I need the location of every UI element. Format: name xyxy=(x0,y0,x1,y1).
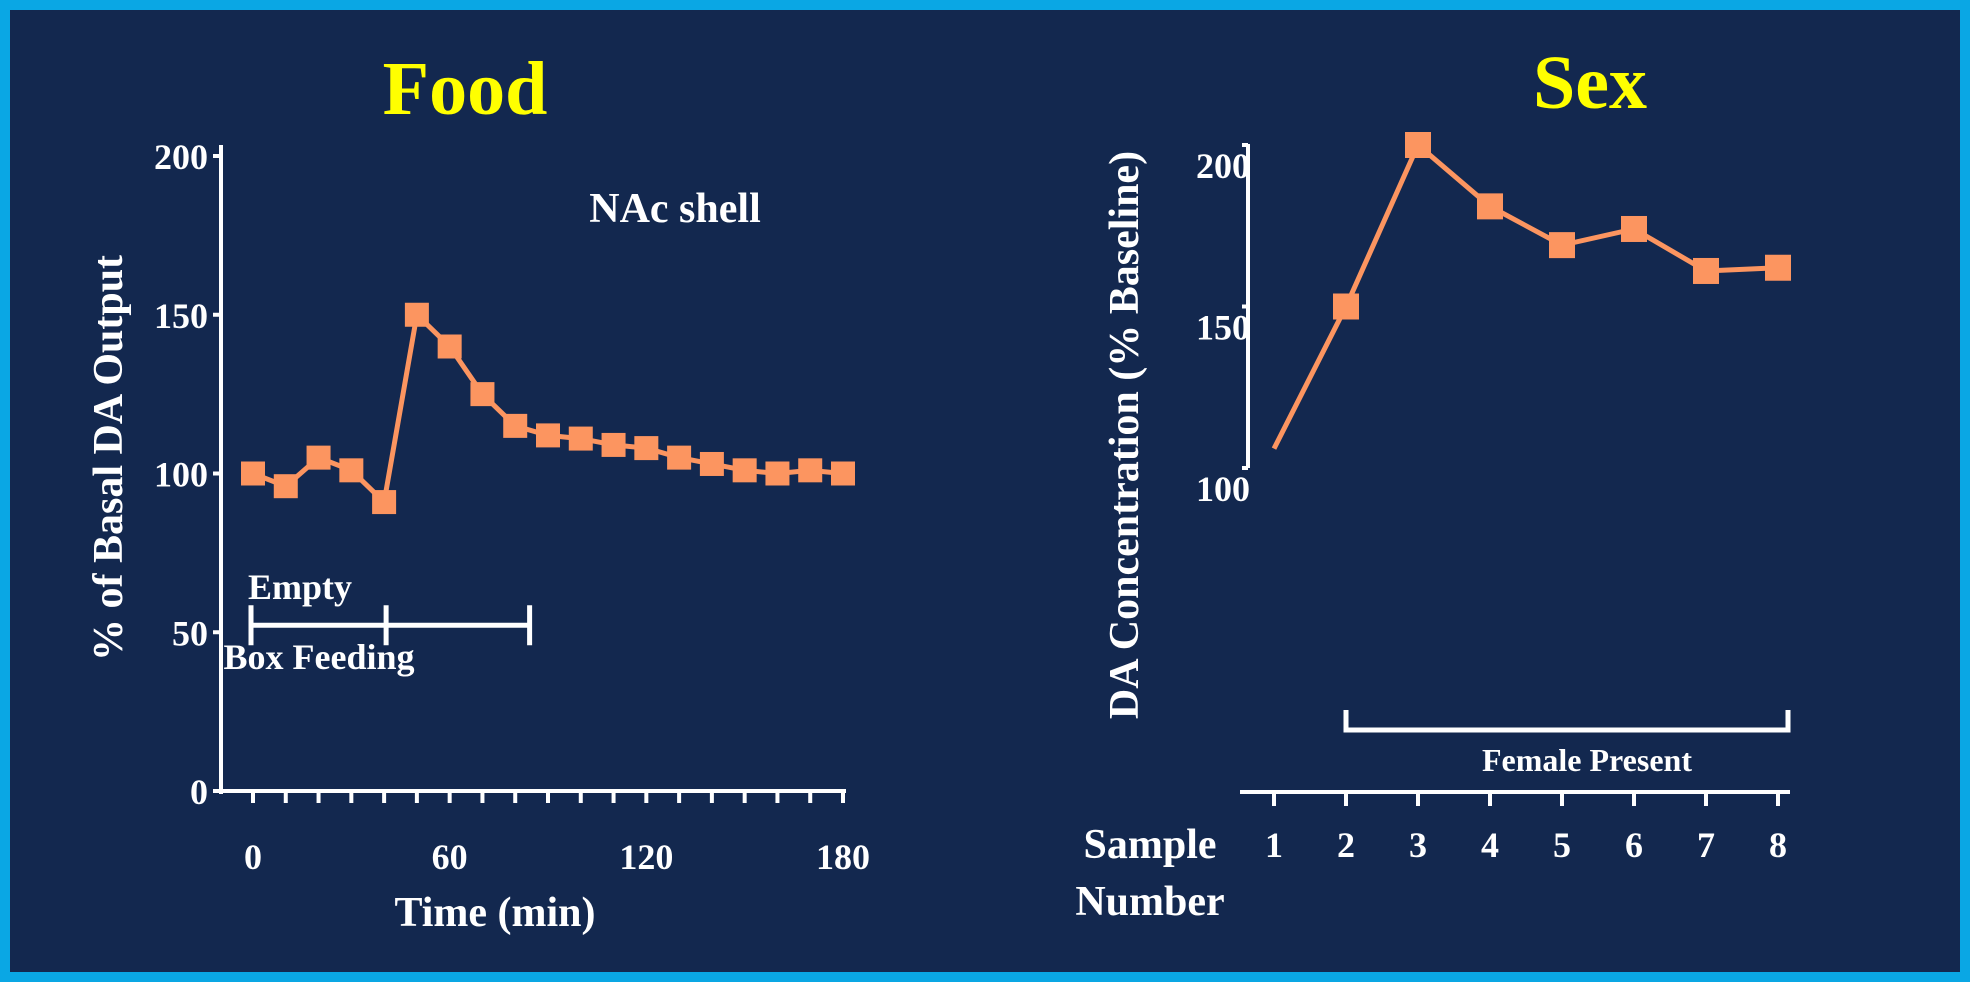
food-data-point xyxy=(536,423,560,448)
sex-data-point xyxy=(1333,293,1359,320)
food-data-point xyxy=(241,461,265,486)
food-phase-bracket xyxy=(248,605,533,646)
sex-x-tick-label: 1 xyxy=(1265,825,1283,865)
food-data-point xyxy=(765,461,790,486)
sex-data-point xyxy=(1477,193,1503,220)
food-x-axis-label: Time (min) xyxy=(394,890,595,936)
sex-x-tick-label: 5 xyxy=(1553,825,1571,865)
sex-x-tick-label: 6 xyxy=(1625,825,1643,865)
sex-chart: Sex DA Concentration (% Baseline) Sample… xyxy=(1075,41,1791,925)
food-data-point xyxy=(798,458,823,483)
food-data-point xyxy=(306,445,331,470)
sex-title: Sex xyxy=(1533,41,1647,125)
sex-data-point xyxy=(1621,215,1647,242)
food-x-tick-label: 60 xyxy=(432,837,468,877)
food-x-tick-label: 0 xyxy=(244,837,262,877)
sex-data-point xyxy=(1693,257,1719,284)
sex-y-axis-label: DA Concentration (% Baseline) xyxy=(1102,151,1148,719)
food-y-axis-label: % of Basal DA Output xyxy=(86,255,132,661)
sex-x-axis-label-line1: Sample xyxy=(1083,822,1216,868)
food-annotation: NAc shell xyxy=(589,186,761,232)
food-data-point xyxy=(503,413,528,438)
sex-data-point xyxy=(1549,232,1575,259)
food-data-point xyxy=(732,458,757,483)
food-data-point xyxy=(568,426,593,451)
food-data-point xyxy=(470,382,495,407)
food-data-point xyxy=(339,458,364,483)
food-markers xyxy=(241,302,855,515)
sex-y-tick-label: 150 xyxy=(1196,308,1250,348)
sex-x-tick-label: 7 xyxy=(1697,825,1715,865)
sex-y-tick-label: 200 xyxy=(1196,146,1250,186)
sex-ticks: 100 150 200 1 2 3 4 5 6 7 8 xyxy=(1196,143,1787,865)
sex-x-tick-label: 4 xyxy=(1481,825,1499,865)
food-y-tick-label: 50 xyxy=(172,613,208,653)
sex-bracket-label: Female Present xyxy=(1482,742,1692,778)
food-y-tick-label: 150 xyxy=(154,296,208,336)
food-data-point xyxy=(273,474,298,499)
food-phase-label-empty: Empty xyxy=(248,567,352,607)
food-data-point xyxy=(667,445,692,470)
food-data-point xyxy=(634,436,659,461)
food-title: Food xyxy=(383,47,548,131)
sex-y-tick-label: 100 xyxy=(1196,469,1250,509)
food-ticks: 0 50 100 150 200 0 60 120 180 xyxy=(154,137,870,877)
sex-data-point xyxy=(1765,254,1791,281)
food-y-tick-label: 0 xyxy=(190,772,208,812)
food-phase-label-box-feeding: Box Feeding xyxy=(223,637,414,677)
sex-data-point xyxy=(1405,132,1431,158)
food-y-tick-label: 100 xyxy=(154,455,208,495)
sex-bracket-line xyxy=(1343,710,1791,733)
sex-female-present-bracket: Female Present xyxy=(1343,710,1791,778)
food-x-tick-label: 180 xyxy=(816,837,870,877)
food-data-point xyxy=(437,334,462,359)
sex-x-tick-label: 2 xyxy=(1337,825,1355,865)
sex-x-tick-label: 8 xyxy=(1769,825,1787,865)
food-x-tick-label: 120 xyxy=(619,837,673,877)
food-data-point xyxy=(372,490,397,515)
slide: Food % of Basal DA Output Time (min) NAc… xyxy=(10,10,1960,972)
sex-x-axis-label-line2: Number xyxy=(1075,879,1224,925)
food-data-point xyxy=(601,432,626,457)
food-data-point xyxy=(831,461,855,486)
food-data-point xyxy=(404,302,429,327)
food-chart: Food % of Basal DA Output Time (min) NAc… xyxy=(86,47,870,936)
sex-x-tick-label: 3 xyxy=(1409,825,1427,865)
sex-markers xyxy=(1333,132,1791,320)
food-y-tick-label: 200 xyxy=(154,137,208,177)
chart-canvas: Food % of Basal DA Output Time (min) NAc… xyxy=(86,41,1791,936)
food-data-point xyxy=(699,451,724,476)
